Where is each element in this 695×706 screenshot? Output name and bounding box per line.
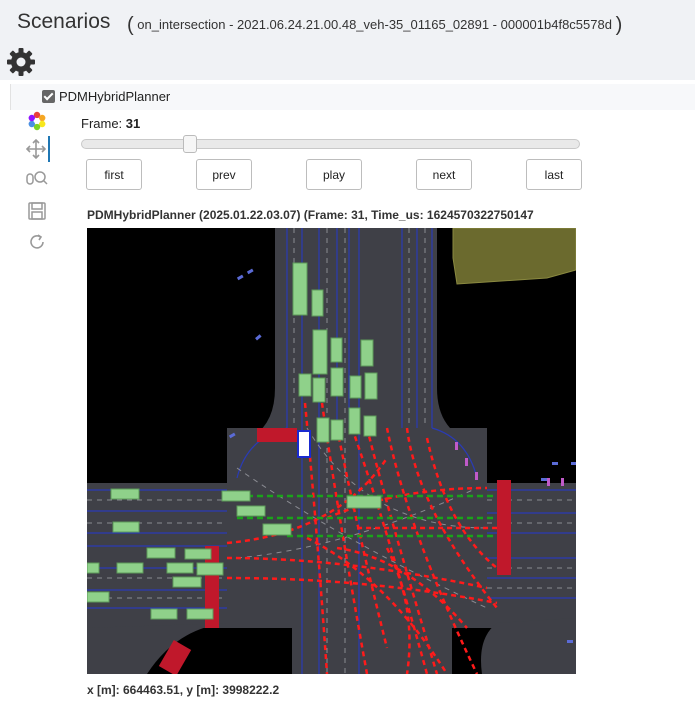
map-canvas[interactable] [87, 228, 576, 674]
cursor-coordinates: x [m]: 664463.51, y [m]: 3998222.2 [87, 683, 280, 697]
plot-title: PDMHybridPlanner (2025.01.22.03.07) (Fra… [87, 208, 534, 222]
red-trajectories [226, 402, 498, 674]
lane-lines [87, 228, 576, 674]
gear-icon[interactable] [5, 46, 37, 78]
planner-label: PDMHybridPlanner [59, 89, 171, 104]
subtitle-close-paren: ) [615, 14, 623, 36]
slider-handle[interactable] [183, 135, 197, 153]
prev-button[interactable]: prev [196, 159, 252, 190]
pedestrian-markers [228, 268, 576, 643]
stop-lines [158, 428, 511, 674]
play-button[interactable]: play [306, 159, 362, 190]
page-title: Scenarios [17, 10, 111, 33]
plot-toolbar [24, 108, 52, 258]
last-button[interactable]: last [526, 159, 582, 190]
lane-dashes [87, 228, 576, 674]
frame-label-text: Frame: [81, 116, 123, 131]
ego-vehicle [297, 430, 311, 458]
reset-icon[interactable] [24, 229, 50, 255]
wheel-zoom-icon[interactable] [24, 166, 50, 192]
crosswalk-area [452, 228, 576, 285]
save-icon[interactable] [24, 198, 50, 224]
pan-icon[interactable] [24, 136, 50, 162]
bokeh-logo-icon[interactable] [24, 108, 50, 134]
cyclist-markers [455, 442, 564, 486]
next-button[interactable]: next [416, 159, 472, 190]
scenario-subtitle: ( on_intersection - 2021.06.24.21.00.48_… [127, 12, 623, 36]
subtitle-open-paren: ( [127, 14, 134, 36]
scenario-map[interactable] [87, 228, 576, 674]
road-network [87, 228, 576, 674]
scenario-name: on_intersection - 2021.06.24.21.00.48_ve… [137, 17, 612, 32]
planner-checkbox[interactable] [42, 90, 55, 103]
frame-label: Frame: 31 [81, 116, 140, 131]
vehicles [87, 262, 382, 620]
header-bar: Scenarios ( on_intersection - 2021.06.24… [0, 0, 695, 80]
frame-slider[interactable] [81, 135, 580, 153]
planner-row: PDMHybridPlanner [10, 84, 695, 110]
first-button[interactable]: first [86, 159, 142, 190]
frame-value: 31 [125, 116, 141, 131]
